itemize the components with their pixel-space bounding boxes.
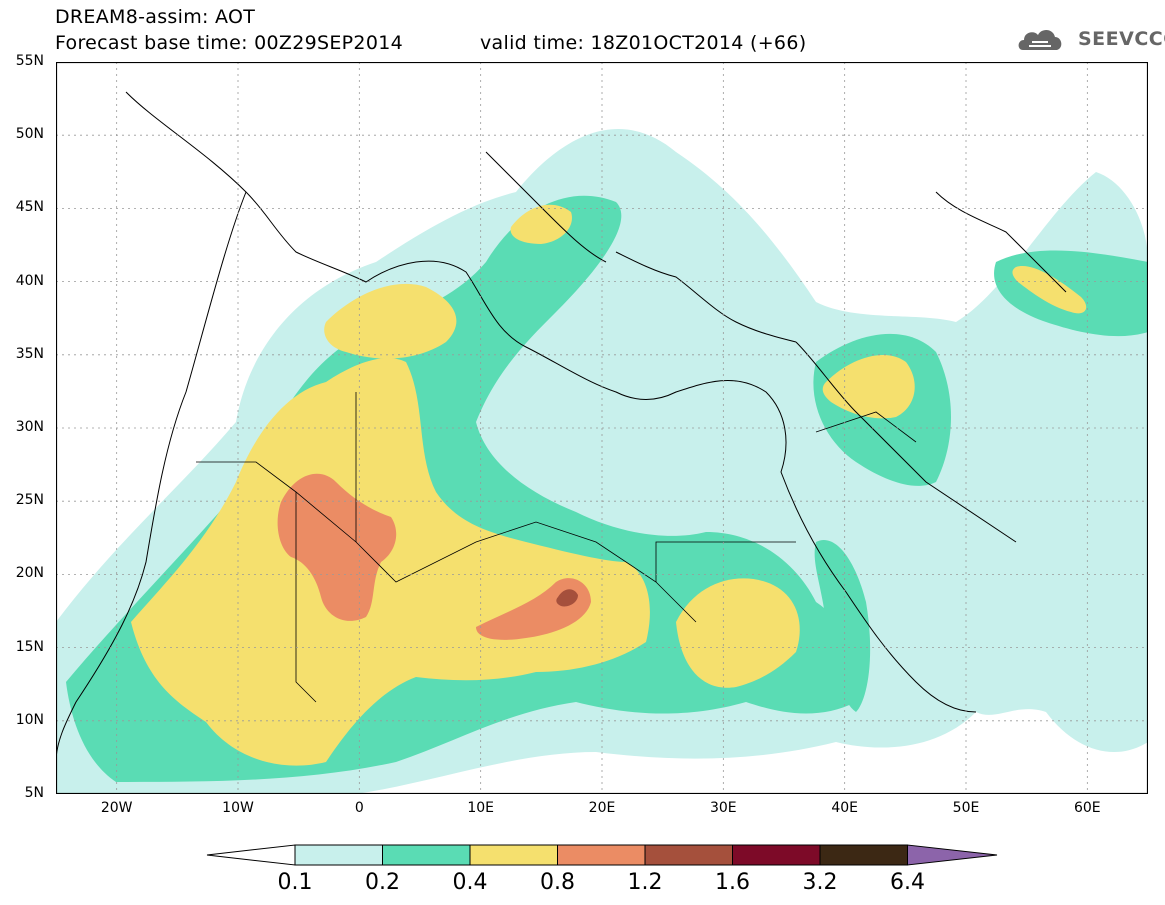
lat-label: 10N (15, 711, 44, 728)
colorbar-level-label: 3.2 (802, 870, 838, 895)
colorbar-level-label: 6.4 (890, 870, 925, 895)
map-plot (56, 62, 1148, 794)
lat-label: 30N (15, 419, 44, 435)
colorbar-low-arrow (206, 844, 296, 866)
colorbar-high-arrow (907, 844, 998, 866)
lon-label: 50E (952, 800, 980, 816)
aot-band-08 (277, 473, 397, 621)
cloud-logo-icon (1018, 29, 1062, 50)
lat-label: 50N (15, 126, 44, 143)
aot-band-04 (131, 358, 650, 766)
aot-band-04d (510, 204, 572, 244)
lat-lon-grid (56, 62, 1148, 794)
title-line-1: DREAM8-assim: AOT (55, 6, 256, 28)
logo-text: SEEVCCC (1078, 28, 1165, 50)
lat-label: 35N (15, 345, 44, 362)
lon-label: 60E (1073, 800, 1101, 816)
lat-label: 25N (15, 492, 44, 509)
lon-label: 20E (588, 800, 616, 816)
lat-label: 45N (15, 199, 44, 216)
aot-band-04e (822, 354, 915, 419)
lon-label: 40E (831, 800, 858, 816)
colorbar-cell (644, 844, 733, 866)
country-borders (196, 392, 917, 703)
colorbar-cell (382, 844, 471, 866)
aot-band-04f (1012, 266, 1087, 314)
aot-band-02d (814, 540, 871, 712)
title-line-2: Forecast base time: 00Z29SEP2014 (55, 32, 403, 54)
aot-band-04b (324, 283, 457, 359)
lat-label: 5N (24, 785, 44, 801)
lat-label: 20N (15, 565, 44, 582)
colorbar-cell (732, 844, 821, 866)
coastlines (56, 91, 1067, 763)
colorbar-level-label: 0.8 (540, 870, 575, 895)
colorbar-cell (294, 844, 383, 866)
aot-colorbar (206, 844, 998, 866)
lat-label: 15N (15, 638, 44, 655)
lat-label: 55N (15, 53, 44, 69)
lon-label: 10W (222, 800, 254, 816)
colorbar-cell (469, 844, 558, 866)
colorbar-level-label: 0.4 (452, 870, 488, 895)
valid-time: valid time: 18Z01OCT2014 (+66) (480, 32, 807, 54)
lat-label: 40N (15, 272, 44, 289)
lon-label: 0 (354, 800, 364, 816)
colorbar-level-label: 1.2 (627, 870, 663, 895)
colorbar-cell (557, 844, 646, 866)
colorbar-level-label: 0.2 (365, 870, 400, 895)
lon-label: 10E (467, 800, 494, 816)
colorbar-level-label: 1.6 (715, 870, 750, 895)
aot-fields (56, 129, 1148, 794)
aot-band-12 (556, 589, 578, 607)
colorbar-level-label: 0.1 (277, 870, 313, 895)
lon-label: 30E (709, 800, 737, 816)
aot-band-04c (676, 578, 800, 688)
lon-label: 20W (100, 800, 133, 816)
colorbar-cell (819, 844, 908, 866)
